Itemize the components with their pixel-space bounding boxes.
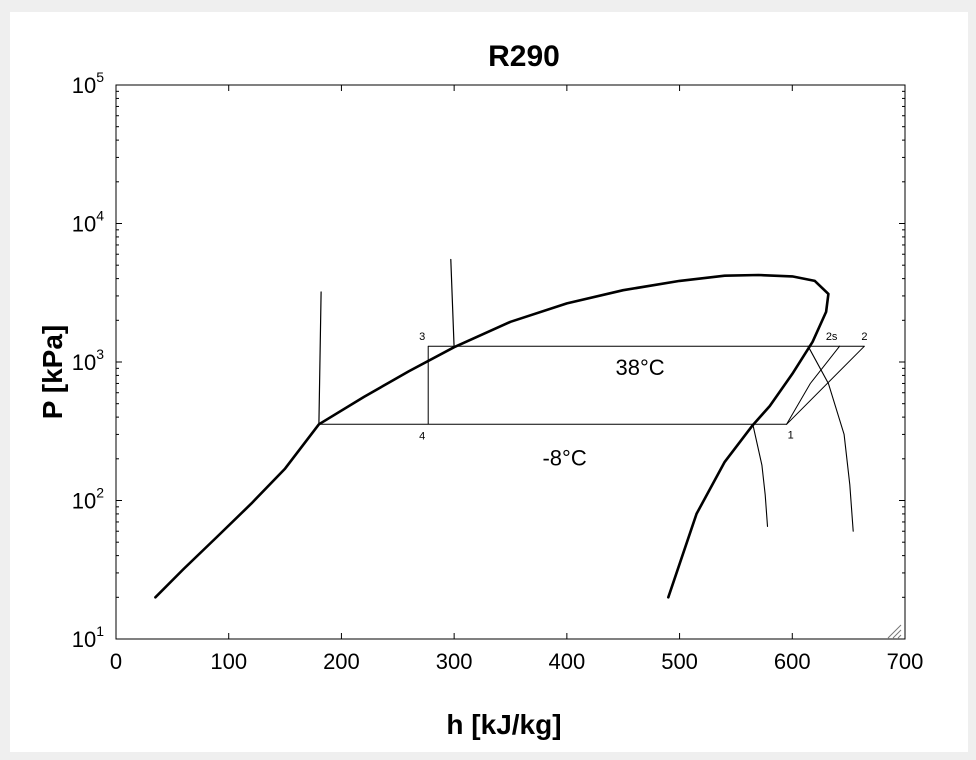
y-tick-exponent: 2 [96,485,104,501]
x-axis-label: h [kJ/kg] [446,709,561,740]
x-tick-label: 500 [661,649,698,674]
series-line-4 [318,291,322,425]
y-tick-exponent: 5 [96,69,104,85]
series-line-7 [807,345,854,532]
y-tick-label: 101 [72,623,104,652]
x-tick-label: 600 [774,649,811,674]
y-tick-base: 10 [72,489,96,514]
chart: R290 P [kPa] h [kJ/kg] 0 100 200 300 400 500 6… [37,40,924,740]
x-tick-label: 100 [210,649,247,674]
resize-grip-icon[interactable] [887,624,902,639]
y-tick-base: 10 [72,627,96,652]
plot-window: R290 P [kPa] h [kJ/kg] 0 100 200 300 400 500 6… [10,12,968,752]
x-tick-label: 0 [110,649,122,674]
temperature-annotation: 38°C [616,355,665,380]
state-point-label: 4 [419,430,425,442]
series-line-1 [154,273,830,599]
y-tick-label: 102 [72,485,104,514]
state-point-label: 3 [419,331,425,343]
plot-frame [115,84,906,640]
y-tick-base: 10 [72,350,96,375]
chart-title: R290 [488,40,560,73]
state-point-label: 2s [826,331,838,343]
y-tick-base: 10 [72,73,96,98]
y-tick-exponent: 1 [96,623,104,639]
series-line-6 [752,423,769,527]
y-tick-exponent: 4 [96,208,104,224]
y-tick-exponent: 3 [96,346,104,362]
series-layer [154,258,865,599]
x-tick-label: 400 [548,649,585,674]
x-tick-label: 700 [887,649,924,674]
x-tick-label: 200 [323,649,360,674]
y-axis-label: P [kPa] [37,325,68,419]
x-tick-label: 300 [436,649,473,674]
series-line-2 [318,345,865,425]
series-line-5 [450,258,455,348]
state-point-label: 1 [788,429,794,441]
y-tick-label: 104 [72,208,104,237]
labels-layer: 1 2s 2 3 4 38°C -8°C [419,331,867,470]
state-point-label: 2 [861,331,867,343]
temperature-annotation: -8°C [542,445,586,470]
series-line-3 [786,345,841,425]
y-tick-label: 105 [72,69,104,98]
y-tick-label: 103 [72,346,104,375]
y-tick-base: 10 [72,212,96,237]
